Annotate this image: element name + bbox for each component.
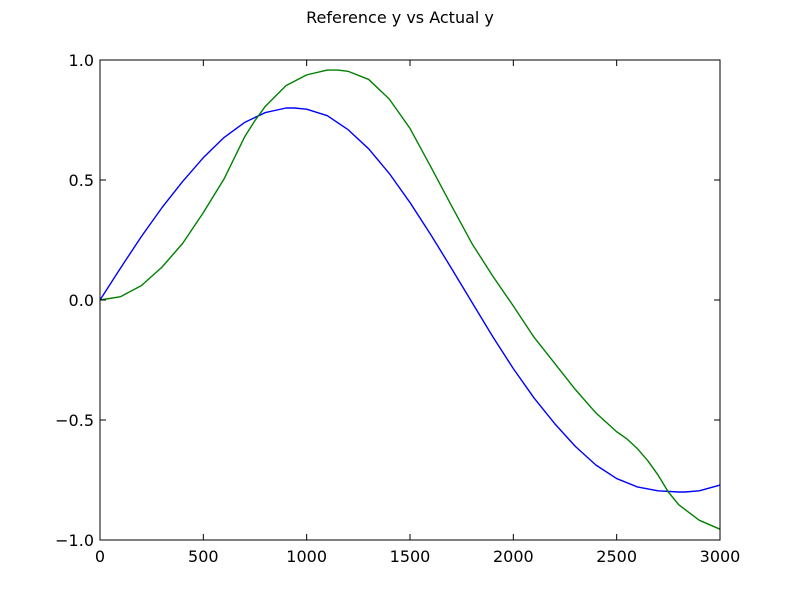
y-tick-label: 0.5 bbox=[69, 171, 94, 190]
tick-layer: 0 500 1000 1500 2000 2500 3000 −1.0 −0.5 0.0 0.5 1.… bbox=[55, 51, 740, 566]
x-tick-label: 1500 bbox=[390, 547, 431, 566]
series-line-1 bbox=[99, 69, 721, 530]
y-tick-label: 0.0 bbox=[69, 291, 94, 310]
plot-frame bbox=[99, 59, 721, 541]
x-tick-label: 0 bbox=[95, 547, 105, 566]
series-line-0 bbox=[99, 107, 721, 493]
x-tick-label: 2500 bbox=[596, 547, 637, 566]
x-tick-label: 2000 bbox=[493, 547, 534, 566]
y-tick-label: −0.5 bbox=[55, 411, 94, 430]
y-tick-label: 1.0 bbox=[69, 51, 94, 70]
chart-title: Reference y vs Actual y bbox=[306, 8, 494, 27]
x-tick-label: 1000 bbox=[286, 547, 327, 566]
x-tick-label: 500 bbox=[188, 547, 219, 566]
y-tick-label: −1.0 bbox=[55, 531, 94, 550]
series-layer bbox=[99, 69, 721, 530]
x-tick-label: 3000 bbox=[700, 547, 741, 566]
